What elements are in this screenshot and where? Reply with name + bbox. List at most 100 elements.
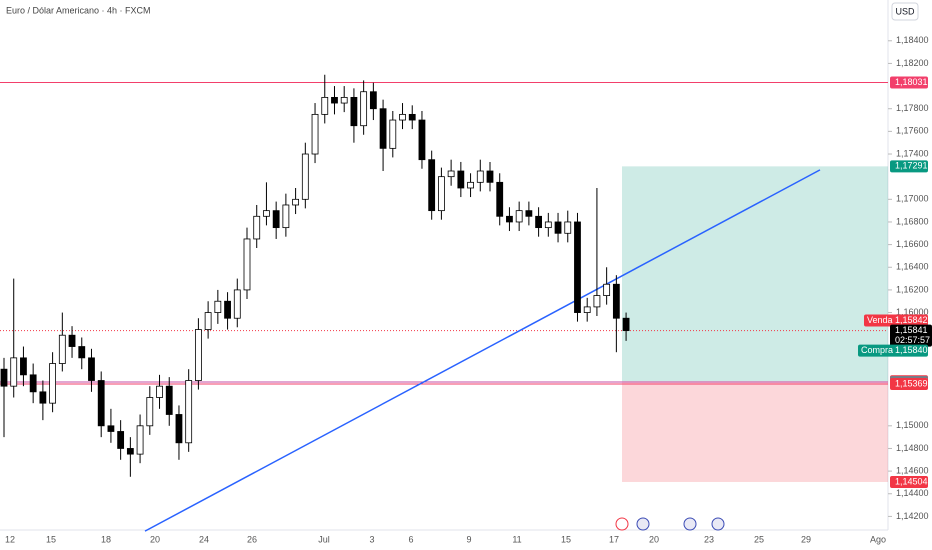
- chart-title: Euro / Dólar Americano · 4h · FXCM: [6, 5, 151, 15]
- candle-body: [156, 385, 163, 398]
- candle-body: [224, 300, 231, 319]
- candle-body: [253, 215, 261, 240]
- x-tick-label: 11: [512, 534, 521, 544]
- candle-body: [574, 221, 581, 313]
- currency[interactable]: USD: [895, 6, 915, 16]
- sell-text: Venda: [867, 315, 893, 325]
- x-tick-label: 18: [101, 534, 111, 544]
- candle-body: [369, 91, 377, 110]
- x-tick-label: 9: [466, 534, 471, 544]
- trendline: [144, 169, 821, 532]
- sell-tag-bg: [864, 314, 928, 327]
- candle-body: [612, 283, 620, 319]
- candle-body: [88, 357, 95, 381]
- x-tick-label: 20: [150, 534, 160, 544]
- candle-body: [311, 113, 319, 155]
- target-label-bg: [890, 160, 928, 173]
- candle-body: [243, 238, 251, 291]
- loss-zone: [622, 381, 888, 482]
- candle-body: [233, 289, 241, 319]
- x-tick-label: 12: [5, 534, 15, 544]
- y-tick-label: 1,14800: [896, 443, 929, 453]
- x-tick-label: 25: [754, 534, 764, 544]
- y-tick-label: 1,15000: [896, 420, 929, 430]
- y-tick-label: 1,14200: [896, 511, 929, 521]
- resistance-label: 1,18031: [895, 77, 928, 87]
- candle-body: [58, 334, 66, 364]
- candle-body: [554, 221, 562, 234]
- candle-body: [399, 113, 406, 121]
- event-icon[interactable]: [711, 517, 725, 531]
- candle-body: [583, 306, 591, 313]
- profit-zone: [622, 166, 888, 382]
- sell-price: 1,15842: [895, 315, 928, 325]
- x-tick-label: 20: [649, 534, 659, 544]
- last-tag-bg: [890, 324, 932, 347]
- resistance-label-bg: [890, 76, 928, 89]
- candle-body: [331, 96, 338, 104]
- candle-body: [506, 215, 513, 223]
- candle-body: [49, 363, 56, 404]
- event-icon[interactable]: [683, 517, 697, 531]
- x-tick-label: 23: [704, 534, 714, 544]
- x-tick-label: 15: [46, 534, 56, 544]
- candle-body: [340, 96, 348, 104]
- x-tick-label: 6: [408, 534, 413, 544]
- y-tick-label: 1,16200: [896, 284, 929, 294]
- candle-body: [408, 113, 416, 121]
- candle-body: [564, 221, 572, 234]
- currency-button[interactable]: [891, 2, 919, 21]
- x-tick-label: 29: [801, 534, 811, 544]
- candle-body: [175, 414, 183, 444]
- candle-body: [515, 210, 523, 223]
- candle-body: [107, 425, 115, 432]
- candle-body: [467, 181, 474, 189]
- candle-body: [486, 170, 494, 183]
- candle-body: [68, 334, 76, 347]
- candle-body: [185, 380, 193, 444]
- candle-body: [117, 431, 125, 449]
- y-tick-label: 1,17800: [896, 103, 929, 113]
- x-tick-label: 15: [561, 534, 571, 544]
- candle-body: [321, 96, 329, 115]
- candle-body: [544, 221, 552, 229]
- y-tick-label: 1,14400: [896, 488, 929, 498]
- x-tick-label: Jul: [318, 534, 330, 544]
- candle-body: [603, 283, 611, 296]
- candle-body: [214, 300, 222, 313]
- candle-body: [126, 448, 134, 455]
- candle-body: [10, 357, 18, 387]
- buy-text: Compra: [861, 345, 893, 355]
- support-label-bg: [890, 378, 928, 391]
- candle-body: [165, 385, 173, 415]
- event-icons: [615, 517, 725, 531]
- event-icon[interactable]: [636, 517, 650, 531]
- candle-body: [194, 329, 202, 381]
- stop-label: 1,14504: [895, 476, 928, 486]
- last-price: 1,15841: [895, 325, 928, 335]
- x-tick-label: Ago: [870, 534, 886, 544]
- candle-body: [437, 176, 445, 212]
- event-icon[interactable]: [615, 517, 629, 531]
- y-tick-label: 1,17400: [896, 148, 929, 158]
- candle-body: [136, 425, 144, 455]
- buy-tag-bg: [858, 344, 928, 357]
- x-tick-label: 24: [199, 534, 209, 544]
- y-tick-label: 1,16000: [896, 307, 929, 317]
- candle-body: [418, 119, 426, 161]
- candle-body: [622, 317, 630, 331]
- candle-body: [447, 170, 455, 178]
- candle-body: [282, 204, 290, 229]
- candle-body: [78, 346, 86, 359]
- candle-body: [350, 96, 358, 127]
- candle-body: [379, 108, 387, 149]
- x-tick-label: 17: [609, 534, 619, 544]
- y-tick-label: 1,18200: [896, 58, 929, 68]
- candle-body: [496, 181, 504, 217]
- candle-body: [263, 210, 270, 217]
- candle-body: [29, 374, 37, 393]
- candle-body: [204, 312, 212, 330]
- candle-body: [593, 295, 601, 308]
